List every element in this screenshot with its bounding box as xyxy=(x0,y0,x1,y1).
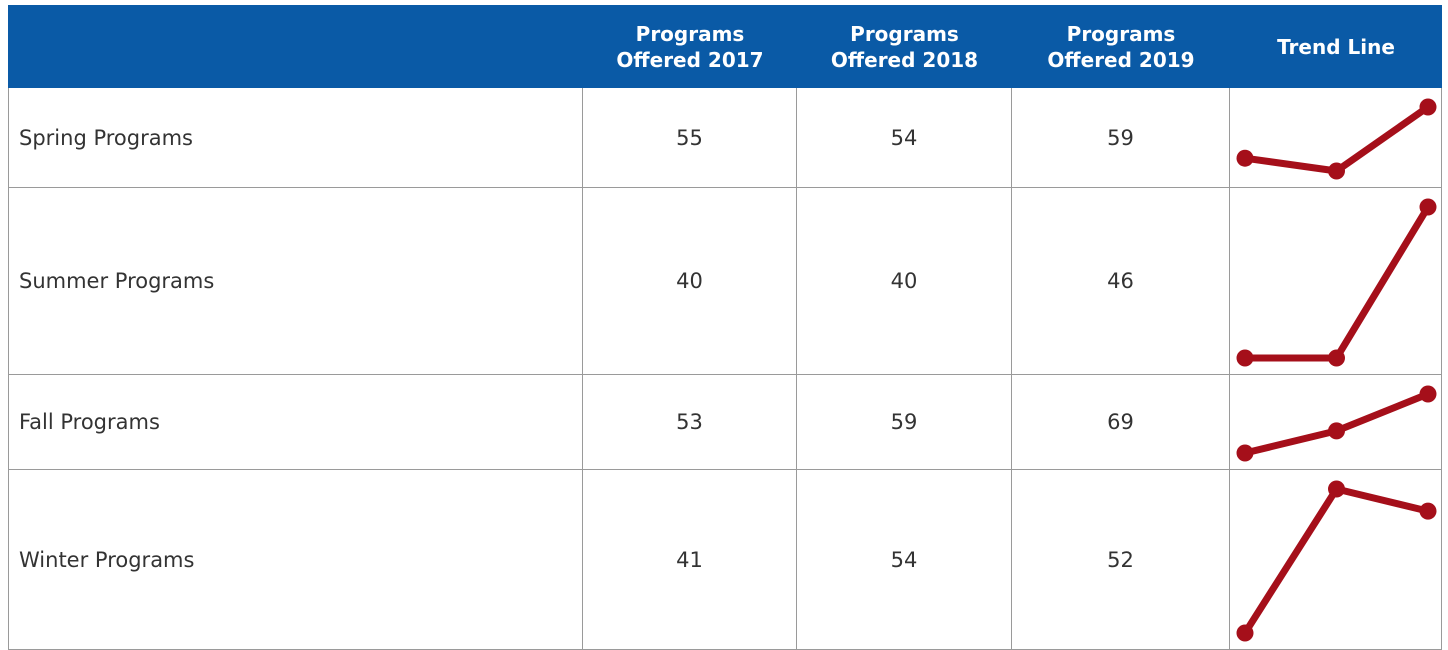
column-header: Programs Offered 2018 xyxy=(797,5,1012,88)
column-header: Trend Line xyxy=(1230,5,1442,88)
row-label: Spring Programs xyxy=(8,88,583,188)
cell-value: 59 xyxy=(1012,88,1230,188)
trend-point xyxy=(1236,444,1254,462)
cell-value: 46 xyxy=(1012,188,1230,375)
cell-value: 40 xyxy=(583,188,797,375)
cell-value: 59 xyxy=(797,375,1012,470)
trend-point xyxy=(1328,162,1345,180)
trend-point xyxy=(1419,198,1437,216)
trend-point xyxy=(1419,98,1437,116)
trend-point xyxy=(1328,480,1345,498)
row-label: Fall Programs xyxy=(8,375,583,470)
cell-value: 54 xyxy=(797,88,1012,188)
column-header: Programs Offered 2017 xyxy=(583,5,797,88)
trend-point xyxy=(1236,149,1254,167)
trend-cell xyxy=(1230,88,1442,188)
trend-line xyxy=(1242,485,1429,635)
trend-point xyxy=(1328,349,1345,367)
cell-value: 69 xyxy=(1012,375,1230,470)
trend-line xyxy=(1244,104,1431,175)
cell-value: 40 xyxy=(797,188,1012,375)
trend-point xyxy=(1328,422,1345,440)
cell-value: 53 xyxy=(583,375,797,470)
trend-point xyxy=(1236,624,1254,642)
trend-cell xyxy=(1230,188,1442,375)
row-label: Summer Programs xyxy=(8,188,583,375)
trend-cell xyxy=(1230,375,1442,470)
cell-value: 55 xyxy=(583,88,797,188)
trend-point xyxy=(1236,349,1254,367)
trend-point xyxy=(1419,502,1437,520)
column-header: Programs Offered 2019 xyxy=(1012,5,1230,88)
trend-line xyxy=(1245,205,1431,362)
trend-point xyxy=(1419,385,1437,403)
